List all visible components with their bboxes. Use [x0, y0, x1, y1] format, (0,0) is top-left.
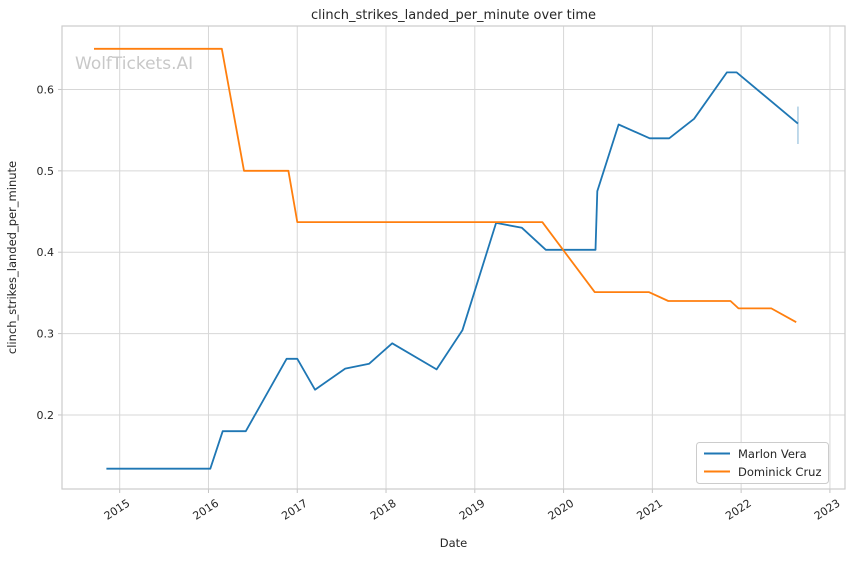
- y-tick-label: 0.2: [37, 409, 55, 422]
- series-line-marlon-vera: [106, 71, 799, 470]
- plot-area: [62, 26, 845, 489]
- y-tick-label: 0.6: [37, 83, 55, 96]
- watermark-text: WolfTickets.AI: [75, 54, 193, 74]
- x-axis-label: Date: [440, 536, 468, 550]
- y-tick-label: 0.4: [37, 246, 55, 259]
- legend-label: Dominick Cruz: [738, 465, 822, 479]
- legend-label: Marlon Vera: [738, 447, 807, 461]
- series-line-dominick-cruz: [94, 47, 797, 323]
- y-tick-label: 0.3: [37, 328, 55, 341]
- chart-title: clinch_strikes_landed_per_minute over ti…: [311, 8, 596, 23]
- y-tick-label: 0.5: [37, 165, 55, 178]
- plot-border: [61, 25, 846, 490]
- y-axis-label: clinch_strikes_landed_per_minute: [5, 161, 19, 354]
